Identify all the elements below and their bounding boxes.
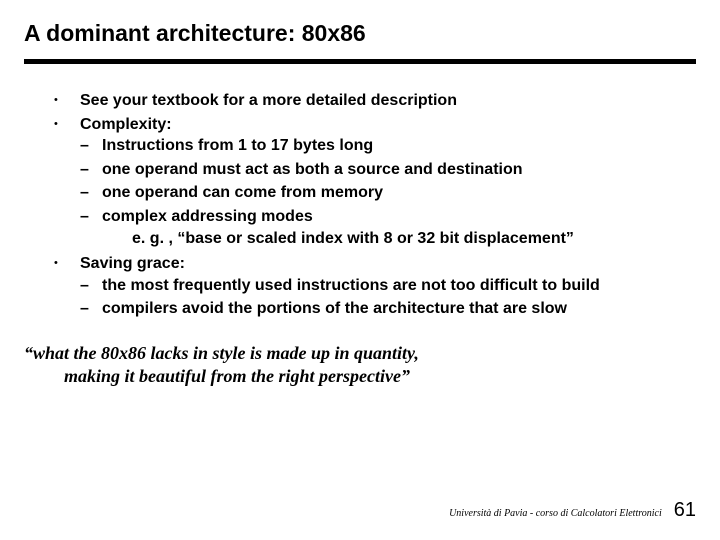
bullet-text: Complexity: <box>80 114 696 136</box>
bullet-content: Complexity: – Instructions from 1 to 17 … <box>80 114 696 252</box>
sub-text: compilers avoid the portions of the arch… <box>102 298 696 320</box>
sub-content: complex addressing modes e. g. , “base o… <box>102 206 696 249</box>
bullet-text: Saving grace: <box>80 253 696 275</box>
sub-text: complex addressing modes <box>102 206 696 228</box>
bullet-marker: • <box>54 90 80 106</box>
sub-text: one operand must act as both a source an… <box>102 159 696 181</box>
bullet-text: See your textbook for a more detailed de… <box>80 90 696 112</box>
sub-text: Instructions from 1 to 17 bytes long <box>102 135 696 157</box>
page-number: 61 <box>674 499 696 522</box>
bullet-marker: • <box>54 114 80 130</box>
sub-marker: – <box>80 275 102 297</box>
sub-item: – one operand can come from memory <box>80 182 696 204</box>
sub-text: the most frequently used instructions ar… <box>102 275 696 297</box>
sub-marker: – <box>80 159 102 181</box>
sub-item: – complex addressing modes e. g. , “base… <box>80 206 696 249</box>
bullet-item: • Complexity: – Instructions from 1 to 1… <box>54 114 696 252</box>
example-text: e. g. , “base or scaled index with 8 or … <box>102 228 696 250</box>
sub-item: – compilers avoid the portions of the ar… <box>80 298 696 320</box>
sub-marker: – <box>80 135 102 157</box>
sub-list: – Instructions from 1 to 17 bytes long –… <box>80 135 696 249</box>
footer: Università di Pavia - corso di Calcolato… <box>449 499 696 522</box>
sub-text: one operand can come from memory <box>102 182 696 204</box>
sub-marker: – <box>80 182 102 204</box>
sub-item: – the most frequently used instructions … <box>80 275 696 297</box>
sub-item: – Instructions from 1 to 17 bytes long <box>80 135 696 157</box>
bullet-item: • Saving grace: – the most frequently us… <box>54 253 696 322</box>
bullet-marker: • <box>54 253 80 269</box>
title-rule <box>24 59 696 64</box>
bullet-item: • See your textbook for a more detailed … <box>54 90 696 112</box>
bullet-content: Saving grace: – the most frequently used… <box>80 253 696 322</box>
quote-line: making it beautiful from the right persp… <box>24 365 696 388</box>
sub-list: – the most frequently used instructions … <box>80 275 696 320</box>
quote-block: “what the 80x86 lacks in style is made u… <box>24 342 696 389</box>
quote-line: “what the 80x86 lacks in style is made u… <box>24 342 696 365</box>
footer-text: Università di Pavia - corso di Calcolato… <box>449 508 662 519</box>
slide-title: A dominant architecture: 80x86 <box>24 20 696 47</box>
sub-item: – one operand must act as both a source … <box>80 159 696 181</box>
sub-marker: – <box>80 298 102 320</box>
sub-marker: – <box>80 206 102 228</box>
bullet-list: • See your textbook for a more detailed … <box>24 90 696 322</box>
